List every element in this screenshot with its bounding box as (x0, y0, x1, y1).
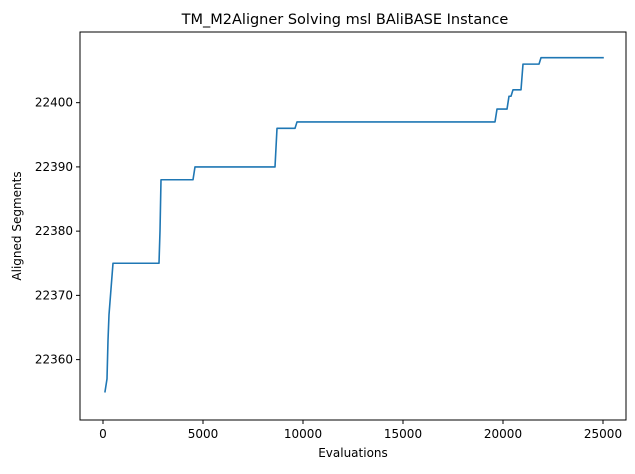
plot-frame (79, 31, 627, 421)
x-tick-label: 10000 (284, 427, 322, 441)
y-axis-label: Aligned Segments (10, 171, 24, 280)
y-tick-label: 22380 (35, 224, 73, 238)
x-tick-label: 15000 (384, 427, 422, 441)
chart-title: TM_M2Aligner Solving msl BAliBASE Instan… (181, 12, 509, 28)
y-tick-label: 22390 (35, 160, 73, 174)
y-tick-label: 22360 (35, 353, 73, 367)
x-tick-label: 0 (99, 427, 107, 441)
y-tick-label: 22400 (35, 96, 73, 110)
x-tick-label: 25000 (584, 427, 622, 441)
y-tick-label: 22370 (35, 288, 73, 302)
x-tick-label: 5000 (188, 427, 219, 441)
x-axis-label: Evaluations (318, 446, 388, 460)
x-tick-label: 20000 (484, 427, 522, 441)
series-line-0 (104, 56, 604, 393)
